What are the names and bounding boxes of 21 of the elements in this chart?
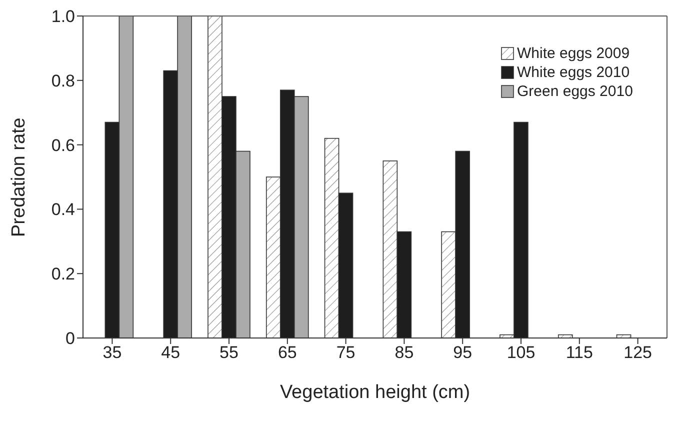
x-tick-label: 95 <box>453 343 472 362</box>
x-tick-label: 45 <box>161 343 180 362</box>
y-tick-label: 0.2 <box>51 264 75 284</box>
x-axis-title: Vegetation height (cm) <box>280 382 470 403</box>
y-tick-label: 1.0 <box>51 7 75 26</box>
y-axis-title: Predation rate <box>8 118 30 237</box>
x-tick-label: 125 <box>624 343 652 362</box>
x-tick-label: 105 <box>506 343 536 362</box>
y-tick-label: 0 <box>66 329 75 348</box>
legend-label: Green eggs 2010 <box>517 82 633 101</box>
y-tick-label: 0.8 <box>51 71 75 90</box>
y-tick-label: 0.4 <box>51 200 75 220</box>
x-tick-label: 75 <box>336 343 356 362</box>
y-tick-label: 0.6 <box>51 136 75 155</box>
x-tick-label: 35 <box>102 343 122 362</box>
x-tick-label: 65 <box>278 343 297 362</box>
x-tick-label: 85 <box>394 343 414 362</box>
legend-label: White eggs 2009 <box>517 44 630 63</box>
legend-label: White eggs 2010 <box>517 63 630 82</box>
x-tick-label: 115 <box>566 343 593 362</box>
x-tick-label: 55 <box>220 343 238 362</box>
